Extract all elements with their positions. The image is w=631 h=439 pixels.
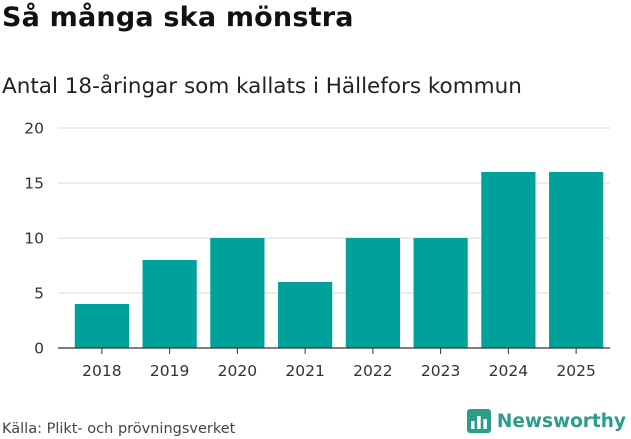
y-tick-label: 15 xyxy=(24,175,44,193)
x-tick-label: 2022 xyxy=(353,362,392,380)
bar xyxy=(74,304,129,348)
chart-subtitle: Antal 18-åringar som kallats i Hällefors… xyxy=(2,74,522,99)
y-tick-label: 10 xyxy=(24,230,44,248)
bar xyxy=(413,238,468,348)
bar xyxy=(210,238,265,348)
x-tick-label: 2020 xyxy=(218,362,257,380)
chart-title: Så många ska mönstra xyxy=(2,2,354,33)
bar-chart: 0 5 10 15 20 2018 2019 2020 2021 2022 2023 2024 2025 xyxy=(24,120,610,380)
y-tick-label: 5 xyxy=(34,285,44,303)
bar xyxy=(481,172,536,348)
bar xyxy=(278,282,333,348)
x-tick-label: 2023 xyxy=(421,362,460,380)
bar xyxy=(549,172,604,348)
brand-name: Newsworthy xyxy=(496,410,626,432)
x-tick-label: 2024 xyxy=(489,362,528,380)
source-note: Källa: Plikt- och prövningsverket xyxy=(2,421,236,437)
x-tick-label: 2018 xyxy=(82,362,121,380)
x-tick-label: 2021 xyxy=(285,362,324,380)
bar xyxy=(345,238,400,348)
y-tick-label: 0 xyxy=(34,340,44,358)
x-tick-label: 2025 xyxy=(556,362,595,380)
newsworthy-logo[interactable]: Newsworthy xyxy=(466,409,626,433)
bar xyxy=(142,260,197,348)
x-tick-label: 2019 xyxy=(150,362,189,380)
y-tick-label: 20 xyxy=(24,120,44,138)
newsworthy-logo-icon xyxy=(466,409,491,433)
